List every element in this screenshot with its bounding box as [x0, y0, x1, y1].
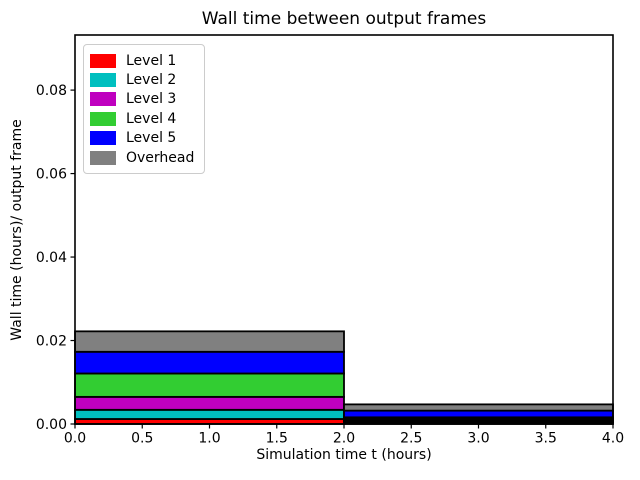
legend-swatch-level-3	[90, 92, 116, 107]
legend-label-level-4: Level 4	[126, 110, 177, 127]
x-tick-label: 1.5	[266, 431, 288, 447]
x-tick-label: 3.5	[535, 431, 557, 447]
legend-label-level-1: Level 1	[126, 52, 177, 69]
x-axis-label: Simulation time t (hours)	[256, 447, 432, 463]
x-tick-label: 3.0	[467, 431, 489, 447]
y-tick-label: 0.00	[36, 417, 67, 433]
bar-segment-level-3-interval-0	[74, 395, 345, 411]
x-tick-label: 4.0	[602, 431, 624, 447]
chart-title: Wall time between output frames	[201, 9, 487, 29]
bar-segment-level-5-interval-1	[343, 409, 614, 419]
y-tick-label: 0.06	[36, 167, 67, 183]
bar-segment-overhead-interval-1	[343, 403, 614, 412]
legend-swatch-level-2	[90, 73, 116, 88]
legend-label-level-2: Level 2	[126, 72, 177, 89]
bar-segment-level-2-interval-0	[74, 408, 345, 420]
bar-segment-overhead-interval-0	[74, 330, 345, 353]
legend: Level 1 Level 2 Level 3 Level 4 Level 5 …	[83, 44, 205, 175]
legend-item-level-5: Level 5	[90, 129, 196, 148]
legend-swatch-level-1	[90, 53, 116, 68]
legend-label-overhead: Overhead	[126, 149, 195, 166]
y-tick-label: 0.04	[36, 250, 67, 266]
legend-item-level-3: Level 3	[90, 90, 196, 109]
x-tick-label: 1.0	[198, 431, 220, 447]
legend-label-level-5: Level 5	[126, 130, 177, 147]
bar-segment-level-5-interval-0	[74, 350, 345, 375]
legend-label-level-3: Level 3	[126, 91, 177, 108]
x-tick-label: 2.5	[400, 431, 422, 447]
legend-item-level-4: Level 4	[90, 109, 196, 128]
y-tick-label: 0.02	[36, 334, 67, 350]
legend-swatch-level-5	[90, 131, 116, 146]
x-tick-label: 0.5	[131, 431, 153, 447]
y-tick-label: 0.08	[36, 83, 67, 99]
x-tick-label: 2.0	[333, 431, 355, 447]
legend-swatch-level-4	[90, 111, 116, 126]
bar-segment-level-4-interval-0	[74, 372, 345, 398]
legend-item-level-2: Level 2	[90, 70, 196, 89]
legend-item-level-1: Level 1	[90, 51, 196, 70]
legend-swatch-overhead	[90, 150, 116, 165]
x-tick-label: 0.0	[64, 431, 86, 447]
y-axis-label: Wall time (hours)/ output frame	[9, 119, 25, 341]
legend-item-overhead: Overhead	[90, 148, 196, 167]
